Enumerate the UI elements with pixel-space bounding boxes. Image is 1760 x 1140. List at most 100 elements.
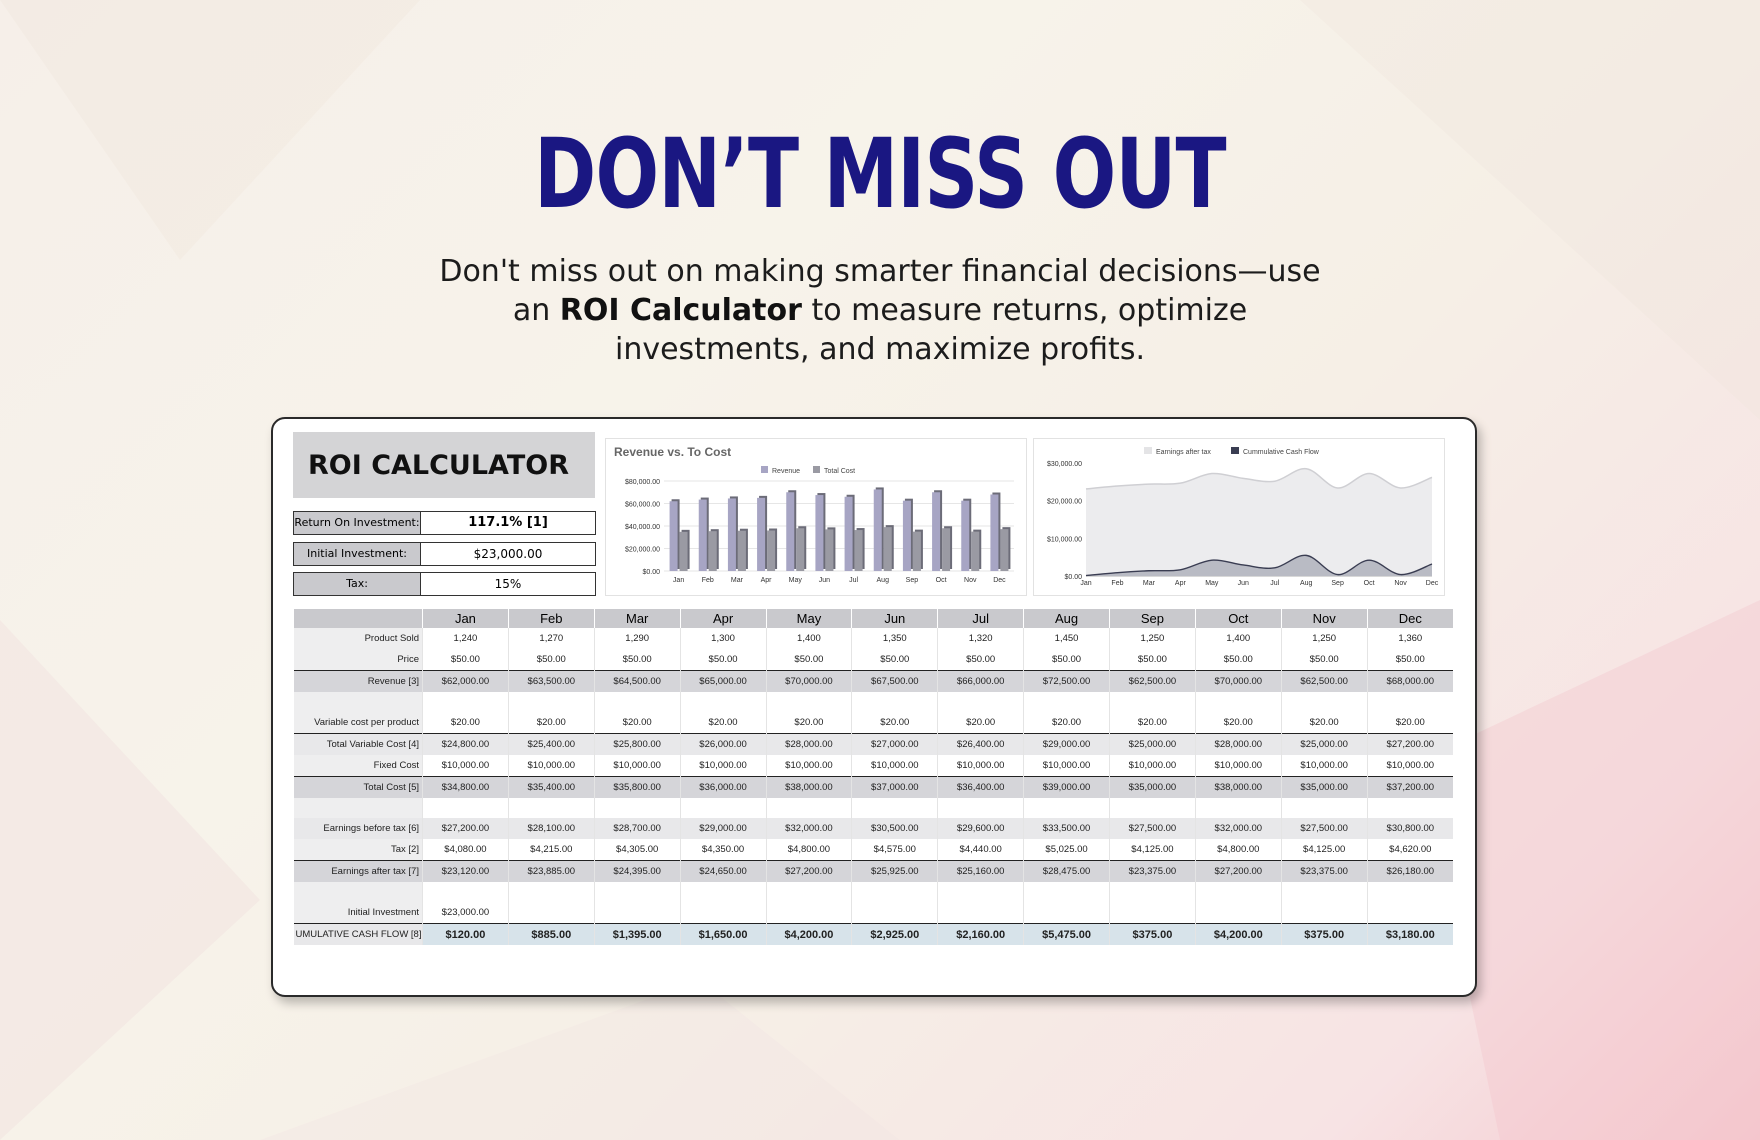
- cell-fixed-cost-dec[interactable]: $10,000.00: [1366, 755, 1453, 777]
- cell-tax-nov[interactable]: $4,125.00: [1280, 839, 1368, 861]
- cell-fixed-cost-sep[interactable]: $10,000.00: [1109, 755, 1196, 777]
- cell-price-nov[interactable]: $50.00: [1280, 649, 1368, 671]
- cell-tax-may[interactable]: $4,800.00: [765, 839, 852, 861]
- cell-total-cost-feb[interactable]: $35,400.00: [507, 776, 595, 798]
- cell-revenue-oct[interactable]: $70,000.00: [1194, 670, 1282, 692]
- cell-tax-jun[interactable]: $4,575.00: [851, 839, 938, 861]
- cell-total-variable-cost-aug[interactable]: $29,000.00: [1023, 733, 1110, 755]
- cell-earnings-before-tax-feb[interactable]: $28,100.00: [507, 818, 595, 839]
- cell-earnings-before-tax-nov[interactable]: $27,500.00: [1280, 818, 1368, 839]
- cell-earnings-after-tax-nov[interactable]: $23,375.00: [1280, 860, 1368, 882]
- cell-variable-cost-per-product-oct[interactable]: $20.00: [1194, 712, 1282, 734]
- cell-earnings-after-tax-feb[interactable]: $23,885.00: [507, 860, 595, 882]
- cell-cumulative-cash-flow-apr[interactable]: $1,650.00: [679, 923, 766, 945]
- cell-initial-investment-apr[interactable]: [679, 902, 766, 924]
- cell-revenue-mar[interactable]: $64,500.00: [593, 670, 681, 692]
- cell-cumulative-cash-flow-oct[interactable]: $4,200.00: [1194, 923, 1282, 945]
- cell-earnings-before-tax-may[interactable]: $32,000.00: [765, 818, 852, 839]
- cell-product-sold-aug[interactable]: 1,450: [1023, 628, 1110, 649]
- cell-product-sold-feb[interactable]: 1,270: [507, 628, 595, 649]
- cell-earnings-before-tax-dec[interactable]: $30,800.00: [1366, 818, 1453, 839]
- cell-fixed-cost-apr[interactable]: $10,000.00: [679, 755, 766, 777]
- cell-total-cost-nov[interactable]: $35,000.00: [1280, 776, 1368, 798]
- cell-earnings-before-tax-apr[interactable]: $29,000.00: [679, 818, 766, 839]
- cell-total-variable-cost-oct[interactable]: $28,000.00: [1194, 733, 1282, 755]
- cell-total-variable-cost-feb[interactable]: $25,400.00: [507, 733, 595, 755]
- cell-total-cost-oct[interactable]: $38,000.00: [1194, 776, 1282, 798]
- cell-earnings-before-tax-jul[interactable]: $29,600.00: [937, 818, 1024, 839]
- cell-total-variable-cost-may[interactable]: $28,000.00: [765, 733, 852, 755]
- roi-value[interactable]: 117.1% [1]: [421, 511, 596, 535]
- cell-variable-cost-per-product-dec[interactable]: $20.00: [1366, 712, 1453, 734]
- cell-earnings-after-tax-dec[interactable]: $26,180.00: [1366, 860, 1453, 882]
- cell-initial-investment-feb[interactable]: [507, 902, 595, 924]
- cell-price-jul[interactable]: $50.00: [937, 649, 1024, 671]
- cell-tax-feb[interactable]: $4,215.00: [507, 839, 595, 861]
- cell-cumulative-cash-flow-mar[interactable]: $1,395.00: [593, 923, 681, 945]
- cell-tax-jul[interactable]: $4,440.00: [937, 839, 1024, 861]
- cell-cumulative-cash-flow-jun[interactable]: $2,925.00: [851, 923, 938, 945]
- cell-tax-apr[interactable]: $4,350.00: [679, 839, 766, 861]
- cell-earnings-before-tax-jun[interactable]: $30,500.00: [851, 818, 938, 839]
- cell-cumulative-cash-flow-feb[interactable]: $885.00: [507, 923, 595, 945]
- cell-variable-cost-per-product-aug[interactable]: $20.00: [1023, 712, 1110, 734]
- cell-product-sold-may[interactable]: 1,400: [765, 628, 852, 649]
- cell-total-variable-cost-nov[interactable]: $25,000.00: [1280, 733, 1368, 755]
- cell-initial-investment-may[interactable]: [765, 902, 852, 924]
- cell-revenue-may[interactable]: $70,000.00: [765, 670, 852, 692]
- cell-price-oct[interactable]: $50.00: [1194, 649, 1282, 671]
- cell-initial-investment-sep[interactable]: [1109, 902, 1196, 924]
- cell-fixed-cost-may[interactable]: $10,000.00: [765, 755, 852, 777]
- cell-price-jan[interactable]: $50.00: [422, 649, 509, 671]
- cell-tax-dec[interactable]: $4,620.00: [1366, 839, 1453, 861]
- cell-variable-cost-per-product-jul[interactable]: $20.00: [937, 712, 1024, 734]
- cell-total-variable-cost-mar[interactable]: $25,800.00: [593, 733, 681, 755]
- cell-variable-cost-per-product-feb[interactable]: $20.00: [507, 712, 595, 734]
- cell-earnings-after-tax-oct[interactable]: $27,200.00: [1194, 860, 1282, 882]
- cell-total-cost-dec[interactable]: $37,200.00: [1366, 776, 1453, 798]
- cell-initial-investment-oct[interactable]: [1194, 902, 1282, 924]
- cell-product-sold-jul[interactable]: 1,320: [937, 628, 1024, 649]
- cell-total-variable-cost-jun[interactable]: $27,000.00: [851, 733, 938, 755]
- cell-tax-mar[interactable]: $4,305.00: [593, 839, 681, 861]
- cell-variable-cost-per-product-sep[interactable]: $20.00: [1109, 712, 1196, 734]
- cell-cumulative-cash-flow-aug[interactable]: $5,475.00: [1023, 923, 1110, 945]
- cell-variable-cost-per-product-mar[interactable]: $20.00: [593, 712, 681, 734]
- cell-revenue-jul[interactable]: $66,000.00: [937, 670, 1024, 692]
- cell-fixed-cost-jan[interactable]: $10,000.00: [422, 755, 509, 777]
- cell-price-feb[interactable]: $50.00: [507, 649, 595, 671]
- cell-total-cost-apr[interactable]: $36,000.00: [679, 776, 766, 798]
- cell-earnings-before-tax-jan[interactable]: $27,200.00: [422, 818, 509, 839]
- cell-tax-jan[interactable]: $4,080.00: [422, 839, 509, 861]
- cell-fixed-cost-nov[interactable]: $10,000.00: [1280, 755, 1368, 777]
- cell-tax-aug[interactable]: $5,025.00: [1023, 839, 1110, 861]
- initial-investment-value[interactable]: $23,000.00: [421, 542, 596, 566]
- cell-variable-cost-per-product-apr[interactable]: $20.00: [679, 712, 766, 734]
- cell-total-cost-sep[interactable]: $35,000.00: [1109, 776, 1196, 798]
- cell-total-variable-cost-jul[interactable]: $26,400.00: [937, 733, 1024, 755]
- cell-initial-investment-aug[interactable]: [1023, 902, 1110, 924]
- cell-cumulative-cash-flow-jan[interactable]: $120.00: [422, 923, 509, 945]
- cell-variable-cost-per-product-may[interactable]: $20.00: [765, 712, 852, 734]
- cell-earnings-after-tax-mar[interactable]: $24,395.00: [593, 860, 681, 882]
- cell-cumulative-cash-flow-may[interactable]: $4,200.00: [765, 923, 852, 945]
- cell-price-may[interactable]: $50.00: [765, 649, 852, 671]
- cell-product-sold-jun[interactable]: 1,350: [851, 628, 938, 649]
- cell-earnings-after-tax-jun[interactable]: $25,925.00: [851, 860, 938, 882]
- cell-initial-investment-nov[interactable]: [1280, 902, 1368, 924]
- cell-revenue-sep[interactable]: $62,500.00: [1109, 670, 1196, 692]
- cell-variable-cost-per-product-jan[interactable]: $20.00: [422, 712, 509, 734]
- cell-earnings-after-tax-aug[interactable]: $28,475.00: [1023, 860, 1110, 882]
- cell-total-variable-cost-jan[interactable]: $24,800.00: [422, 733, 509, 755]
- cell-total-cost-jun[interactable]: $37,000.00: [851, 776, 938, 798]
- cell-earnings-after-tax-apr[interactable]: $24,650.00: [679, 860, 766, 882]
- cell-earnings-before-tax-mar[interactable]: $28,700.00: [593, 818, 681, 839]
- cell-fixed-cost-jul[interactable]: $10,000.00: [937, 755, 1024, 777]
- cell-fixed-cost-feb[interactable]: $10,000.00: [507, 755, 595, 777]
- cell-earnings-after-tax-sep[interactable]: $23,375.00: [1109, 860, 1196, 882]
- cell-total-variable-cost-dec[interactable]: $27,200.00: [1366, 733, 1453, 755]
- cell-variable-cost-per-product-jun[interactable]: $20.00: [851, 712, 938, 734]
- cell-product-sold-mar[interactable]: 1,290: [593, 628, 681, 649]
- cell-price-sep[interactable]: $50.00: [1109, 649, 1196, 671]
- cell-price-apr[interactable]: $50.00: [679, 649, 766, 671]
